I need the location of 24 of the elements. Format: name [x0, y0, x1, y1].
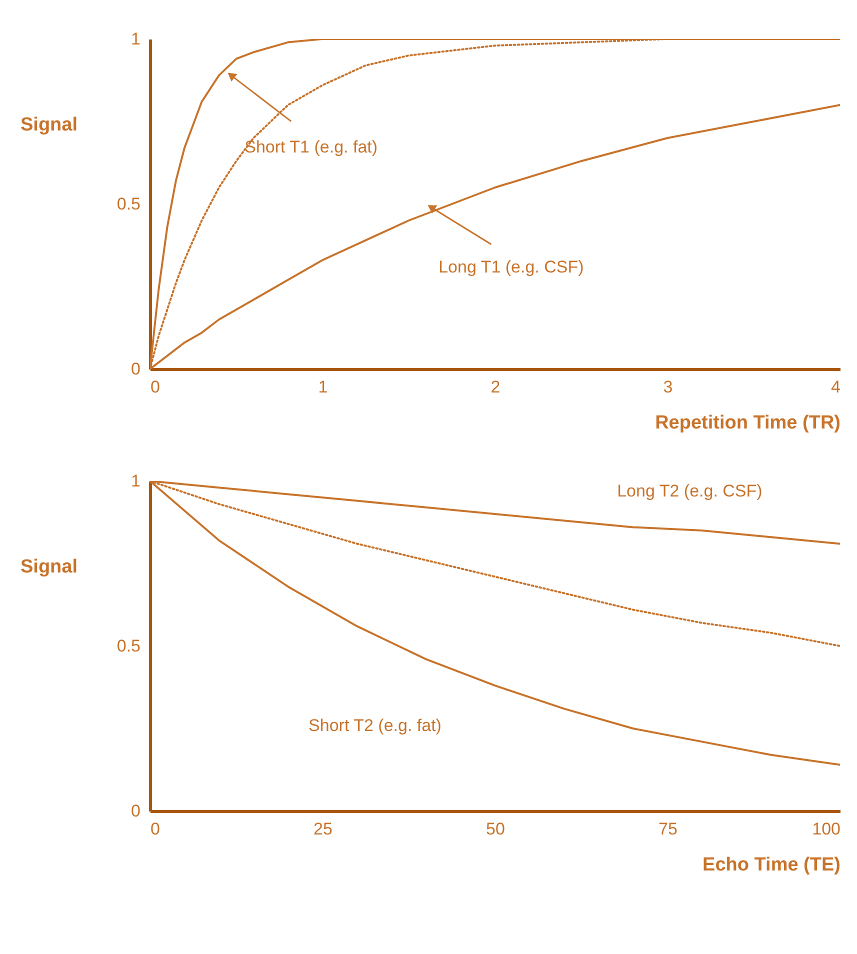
y-tick-label: 1: [131, 30, 140, 48]
annotation: Long T1 (e.g. CSF): [438, 257, 584, 276]
y-axis-title: Signal: [20, 114, 78, 136]
y-tick-label: 0.5: [116, 194, 140, 214]
y-tick-label: 1: [131, 472, 140, 490]
x-tick-label: 3: [663, 378, 673, 396]
x-tick-label: 1: [318, 378, 328, 396]
x-tick-label: 100: [812, 820, 840, 838]
x-tick-label: 25: [314, 820, 332, 838]
x-axis-title: Echo Time (TE): [702, 854, 840, 876]
y-tick-label: 0.5: [116, 636, 140, 656]
x-tick-label: 4: [831, 378, 840, 396]
x-tick-label: 75: [658, 820, 678, 838]
annotation: Short T1 (e.g. fat): [244, 137, 378, 156]
x-tick-label: 2: [490, 378, 500, 396]
y-tick-label: 0: [131, 802, 140, 820]
annotation: Short T2 (e.g. fat): [308, 716, 442, 735]
y-axis-title: Signal: [20, 556, 78, 578]
x-tick-label: 0: [150, 820, 160, 838]
annotation: Long T2 (e.g. CSF): [617, 482, 762, 501]
y-tick-label: 0: [131, 360, 140, 378]
x-tick-label: 0: [150, 378, 160, 396]
x-tick-label: 50: [486, 820, 505, 838]
x-axis-title: Repetition Time (TR): [655, 412, 840, 434]
